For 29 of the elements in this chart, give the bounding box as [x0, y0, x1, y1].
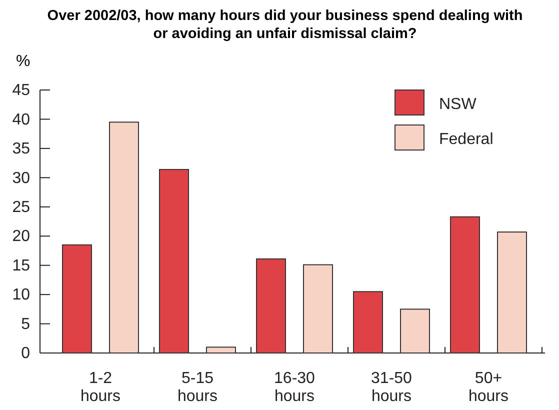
bar: [497, 232, 527, 354]
bar: [400, 308, 430, 354]
bar: [159, 168, 189, 354]
bar: [303, 264, 333, 354]
y-tick-label: 15: [12, 257, 30, 274]
x-tick-label: 5-15 hours: [177, 370, 218, 405]
y-tick-label: 5: [21, 316, 30, 333]
y-tick-label: 20: [12, 228, 30, 246]
x-tick-label: 1-2 hours: [80, 370, 121, 405]
bar: [206, 346, 236, 354]
y-tick-label: 0: [21, 345, 30, 362]
y-axis-title: %: [16, 53, 30, 70]
y-tick-label: 40: [12, 111, 30, 128]
x-tick-label: 31-50 hours: [371, 370, 412, 405]
x-tick-label: 16-30 hours: [274, 370, 316, 405]
bar: [353, 291, 383, 354]
bar: [450, 216, 480, 354]
bar: [109, 122, 139, 354]
bar: [256, 258, 286, 354]
y-tick-label: 30: [12, 170, 30, 187]
y-tick-label: 45: [12, 82, 30, 100]
y-tick-label: 35: [12, 140, 30, 158]
legend-label: NSW: [439, 96, 478, 113]
legend-label: Federal: [439, 131, 494, 148]
x-tick-label: 50+ hours: [468, 370, 509, 405]
bar: [62, 244, 92, 354]
y-tick-label: 25: [12, 199, 30, 216]
chart-title: Over 2002/03, how many hours did your business spend dealing with or avoiding an unfair dismissal claim?: [47, 8, 523, 42]
y-tick-label: 10: [12, 286, 30, 304]
